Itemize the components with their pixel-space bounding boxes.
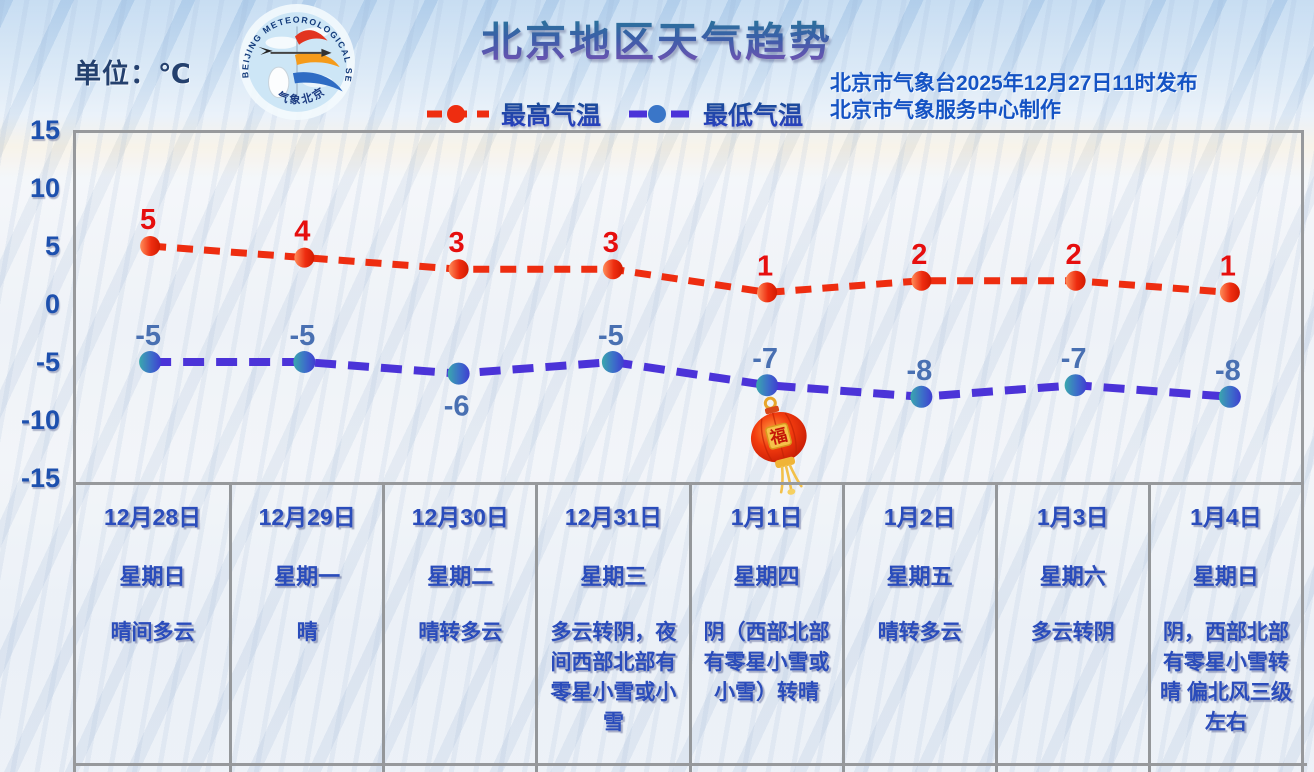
- day-column: 1月3日 星期六 多云转阴: [994, 485, 1148, 772]
- day-column: 12月28日 星期日 晴间多云: [76, 485, 229, 772]
- legend-item-max-temp: 最高气温: [425, 96, 601, 132]
- logo-bird: [258, 46, 273, 55]
- day-weather: 多云转阴: [1030, 621, 1115, 644]
- y-tick-label: 0: [44, 289, 60, 319]
- y-tick-label: -10: [20, 405, 60, 435]
- lantern-icon: 福: [750, 396, 807, 495]
- day-date: 1月2日: [883, 504, 956, 530]
- day-weather: 多云转阴，夜间西部北部有零星小雪或小雪: [550, 621, 677, 734]
- day-date: 12月29日: [258, 504, 356, 530]
- day-weather: 晴间多云: [110, 621, 195, 644]
- issued-line1: 北京市气象台2025年12月27日11时发布: [830, 72, 1198, 95]
- logo-arrow: [321, 48, 332, 57]
- logo-radar-dome: [268, 66, 290, 99]
- day-date: 12月30日: [411, 504, 509, 530]
- beijing-meteorological-service-logo: BEIJING METEOROLOGICAL SERVICE 气象北京: [236, 2, 355, 120]
- min-temp-line-marker-icon: [629, 105, 692, 123]
- day-column: 12月31日 星期三 多云转阴，夜间西部北部有零星小雪或小雪: [535, 485, 688, 772]
- day-weekday: 星期六: [1039, 564, 1106, 589]
- issued-info: 北京市气象台2025年12月27日11时发布 北京市气象服务中心制作: [830, 70, 1198, 124]
- issued-line2: 北京市气象服务中心制作: [830, 99, 1061, 122]
- page-title: 北京地区天气趋势: [0, 8, 1314, 68]
- day-date: 12月28日: [103, 504, 202, 530]
- logo-blue-ribbon: [292, 72, 343, 92]
- y-tick-label: -5: [35, 347, 60, 377]
- day-date: 1月4日: [1190, 504, 1262, 530]
- day-column: 1月2日 星期五 晴转多云: [841, 485, 995, 772]
- unit-label: 单位：℃: [74, 59, 192, 89]
- day-weather: 晴: [296, 621, 318, 644]
- day-column: 1月1日 星期四 阴（西部北部有零星小雪或小雪）转晴: [688, 485, 842, 772]
- day-weekday: 星期日: [1192, 564, 1259, 589]
- max-temp-line-marker-icon: [427, 105, 489, 123]
- forecast-table: 12月28日 星期日 晴间多云 12月29日 星期一 晴 12月30日 星期二 …: [73, 482, 1304, 772]
- day-weather: 晴转多云: [418, 621, 503, 644]
- y-tick-label: 10: [29, 173, 60, 203]
- legend-label-max-temp: 最高气温: [501, 96, 601, 132]
- day-weekday: 星期三: [580, 564, 647, 589]
- day-column: 12月30日 星期二 晴转多云: [382, 485, 535, 772]
- day-weekday: 星期一: [274, 564, 341, 589]
- logo-red-ribbon: [294, 30, 328, 45]
- legend-item-min-temp: 最低气温: [627, 96, 803, 132]
- legend-label-min-temp: 最低气温: [703, 96, 803, 132]
- day-column: 1月4日 星期日 阴，西部北部有零星小雪转晴 偏北风三级左右: [1147, 485, 1301, 772]
- logo-orange-ribbon: [294, 52, 340, 68]
- table-row-divider: [73, 763, 1307, 766]
- day-weather: 阴，西部北部有零星小雪转晴 偏北风三级左右: [1160, 621, 1292, 734]
- chart-legend: 最高气温 最低气温: [425, 96, 803, 132]
- day-column: 12月29日 星期一 晴: [229, 485, 382, 772]
- day-weekday: 星期二: [427, 564, 494, 589]
- y-tick-label: -15: [20, 463, 60, 493]
- day-date: 12月31日: [564, 504, 663, 530]
- day-weekday: 星期日: [119, 564, 186, 589]
- day-date: 1月3日: [1037, 504, 1109, 530]
- day-weather: 晴转多云: [877, 621, 962, 644]
- day-weather: 阴（西部北部有零星小雪或小雪）转晴: [703, 621, 830, 704]
- day-weekday: 星期五: [886, 564, 953, 589]
- day-weekday: 星期四: [733, 564, 800, 589]
- plot-frame: [73, 130, 1304, 482]
- day-date: 1月1日: [730, 504, 803, 530]
- y-tick-label: 15: [29, 115, 60, 145]
- y-tick-label: 5: [44, 231, 60, 261]
- lantern-fu-character: 福: [767, 424, 789, 448]
